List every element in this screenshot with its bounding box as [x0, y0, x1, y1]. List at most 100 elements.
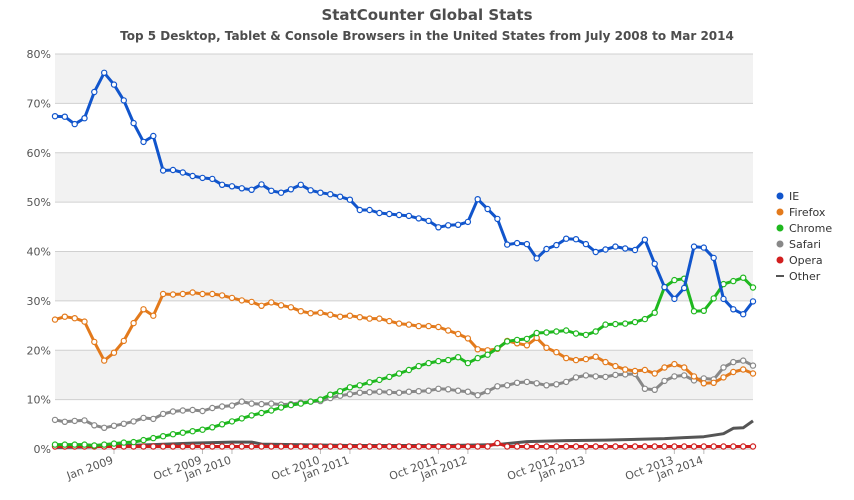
- data-point-chrome: [130, 438, 137, 446]
- data-point-safari: [189, 406, 196, 414]
- data-point-opera: [602, 443, 609, 450]
- data-point-ie: [543, 245, 550, 253]
- data-point-safari: [415, 388, 422, 395]
- data-point-ie: [435, 224, 442, 231]
- data-point-ie: [641, 236, 649, 243]
- chart-title: StatCounter Global Stats: [321, 6, 532, 24]
- data-point-firefox: [474, 346, 481, 353]
- data-point-firefox: [287, 304, 295, 311]
- data-point-ie: [612, 243, 619, 250]
- data-point-safari: [346, 391, 354, 398]
- data-point-opera: [494, 439, 501, 447]
- data-point-chrome: [110, 440, 118, 447]
- data-point-ie: [228, 183, 236, 190]
- data-point-ie: [199, 174, 206, 182]
- data-point-ie: [661, 283, 668, 291]
- data-point-chrome: [287, 401, 295, 409]
- data-point-opera: [386, 443, 393, 450]
- data-point-opera: [720, 443, 727, 450]
- data-point-opera: [307, 443, 314, 450]
- series-other: [54, 419, 754, 449]
- data-point-safari: [730, 358, 737, 366]
- data-point-chrome: [238, 415, 245, 422]
- data-point-chrome: [91, 442, 98, 449]
- data-point-opera: [484, 443, 491, 450]
- data-point-ie: [533, 255, 540, 262]
- data-point-opera: [740, 443, 747, 450]
- data-point-opera: [730, 443, 737, 450]
- legend: IE Firefox Chrome Safari Opera Other: [776, 190, 832, 283]
- data-point-ie: [631, 246, 639, 254]
- data-point-firefox: [336, 313, 344, 320]
- data-point-ie: [61, 113, 69, 120]
- data-point-ie: [730, 306, 737, 313]
- data-point-chrome: [150, 434, 157, 442]
- data-point-firefox: [61, 313, 69, 320]
- data-point-ie: [749, 298, 757, 305]
- data-point-safari: [435, 385, 442, 392]
- data-point-firefox: [356, 314, 363, 321]
- data-point-chrome: [317, 396, 324, 403]
- data-point-firefox: [464, 335, 472, 342]
- data-point-chrome: [651, 309, 658, 316]
- data-point-opera: [405, 443, 413, 450]
- data-point-chrome: [582, 331, 590, 339]
- data-point-firefox: [641, 366, 649, 374]
- data-point-safari: [474, 392, 481, 399]
- y-axis: 0% 10% 20% 30% 40% 50% 60% 70% 80%: [27, 48, 51, 456]
- data-point-firefox: [700, 380, 708, 387]
- data-point-opera: [504, 443, 511, 450]
- plot-band: [55, 152, 753, 203]
- data-point-firefox: [671, 360, 678, 368]
- y-tick-label: 0%: [34, 443, 51, 456]
- data-point-ie: [189, 172, 196, 180]
- data-point-chrome: [258, 409, 265, 417]
- data-point-safari: [661, 377, 668, 385]
- data-point-ie: [504, 241, 511, 248]
- data-point-firefox: [169, 291, 177, 298]
- data-point-safari: [454, 387, 462, 394]
- data-point-ie: [159, 167, 167, 174]
- data-point-opera: [366, 443, 373, 450]
- data-point-chrome: [51, 441, 59, 448]
- data-point-firefox: [445, 327, 452, 334]
- data-point-ie: [602, 246, 609, 253]
- data-point-opera: [287, 443, 295, 450]
- data-point-safari: [199, 407, 206, 415]
- data-point-ie: [150, 132, 157, 140]
- data-point-opera: [523, 443, 531, 450]
- data-point-ie: [336, 193, 344, 200]
- data-point-chrome: [710, 295, 717, 302]
- data-point-chrome: [533, 329, 540, 337]
- series-chrome: [51, 274, 757, 449]
- data-point-firefox: [199, 290, 206, 298]
- data-point-chrome: [445, 356, 452, 364]
- data-point-safari: [543, 382, 550, 389]
- y-tick-label: 20%: [27, 344, 51, 357]
- data-point-firefox: [179, 290, 186, 298]
- data-point-ie: [740, 311, 747, 318]
- grid-lines: [55, 53, 753, 450]
- data-point-firefox: [622, 366, 629, 373]
- data-point-chrome: [572, 330, 580, 337]
- data-point-chrome: [81, 441, 88, 448]
- data-point-opera: [189, 443, 196, 450]
- data-point-opera: [563, 443, 570, 450]
- data-point-safari: [386, 389, 393, 396]
- data-point-firefox: [543, 344, 550, 351]
- data-point-firefox: [228, 294, 236, 302]
- data-point-firefox: [238, 297, 245, 304]
- data-point-opera: [612, 443, 619, 450]
- data-point-ie: [710, 254, 717, 262]
- data-point-ie: [287, 186, 295, 193]
- data-point-ie: [179, 169, 186, 176]
- data-point-opera: [622, 443, 629, 450]
- data-point-ie: [395, 211, 403, 219]
- data-point-ie: [376, 209, 383, 217]
- data-point-safari: [445, 386, 452, 393]
- series-opera: [51, 439, 757, 450]
- data-point-chrome: [602, 321, 609, 328]
- data-point-chrome: [405, 366, 413, 374]
- data-point-chrome: [169, 431, 177, 438]
- data-point-ie: [268, 187, 275, 194]
